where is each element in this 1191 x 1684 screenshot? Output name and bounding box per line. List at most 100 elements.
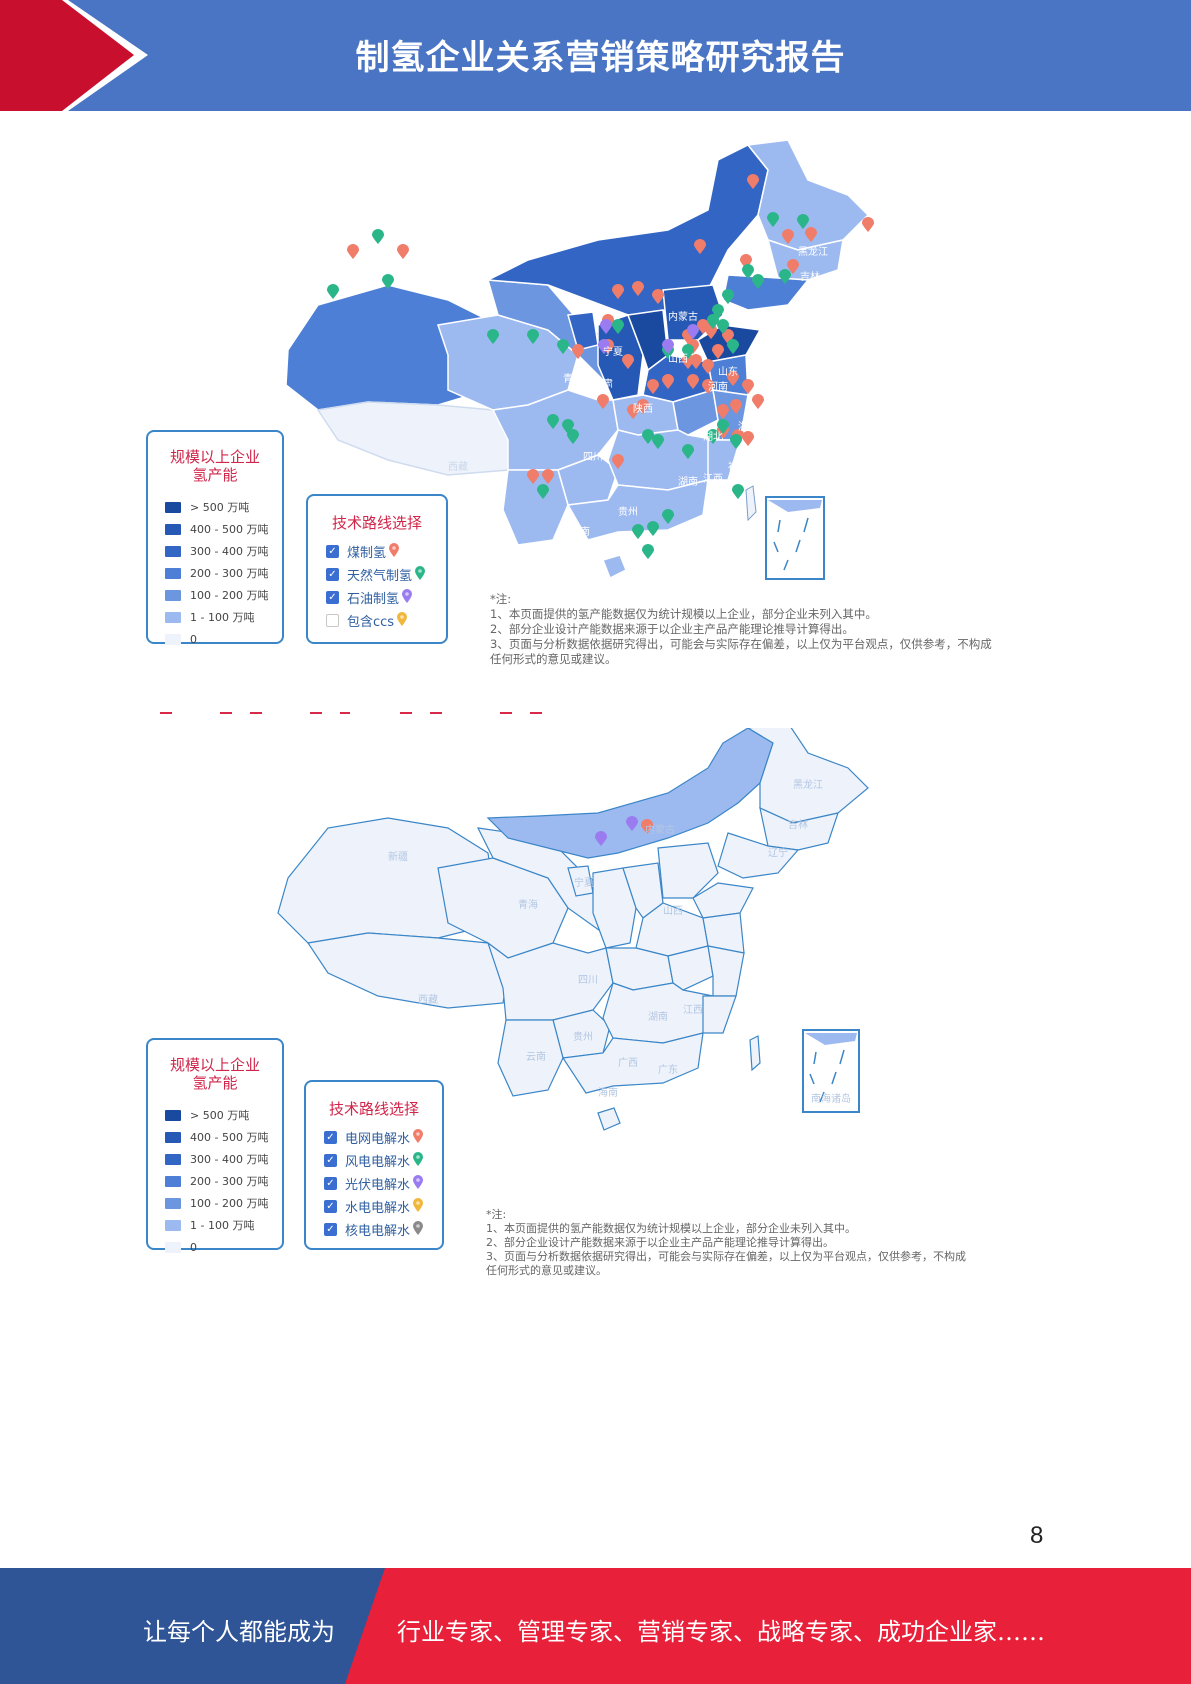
map-pin-icon[interactable]	[647, 379, 659, 394]
map-pin-icon[interactable]	[722, 289, 734, 304]
map-pin-icon[interactable]	[597, 394, 609, 409]
checkbox-checked-icon[interactable]: ✓	[324, 1177, 337, 1190]
checkbox-unchecked-icon[interactable]	[326, 614, 339, 627]
checkbox-checked-icon[interactable]: ✓	[324, 1131, 337, 1144]
capacity-scale-label: 1 - 100 万吨	[190, 611, 255, 624]
capacity-scale-label: 300 - 400 万吨	[190, 1153, 269, 1166]
map-pin-icon[interactable]	[642, 429, 654, 444]
map-pin-icon[interactable]	[797, 214, 809, 229]
map-pin-icon[interactable]	[612, 454, 624, 469]
map-pin-icon[interactable]	[787, 259, 799, 274]
map-pin-icon[interactable]	[626, 816, 638, 831]
map-pin-icon[interactable]	[712, 344, 724, 359]
note-line: *注:	[490, 592, 512, 606]
map-pin-icon[interactable]	[779, 269, 791, 284]
map-pin-icon[interactable]	[572, 344, 584, 359]
tech-route-option[interactable]: ✓ 光伏电解水	[306, 1172, 442, 1195]
tech-route-option[interactable]: 包含ccs	[308, 609, 446, 632]
map-pin-icon[interactable]	[527, 329, 539, 344]
tech-route-option[interactable]: ✓ 天然气制氢	[308, 563, 446, 586]
tech-route-option[interactable]: ✓ 水电电解水	[306, 1195, 442, 1218]
map-pin-icon[interactable]	[487, 329, 499, 344]
map-pin-icon[interactable]	[612, 284, 624, 299]
map-pin-icon[interactable]	[702, 359, 714, 374]
map-pin-icon[interactable]	[805, 227, 817, 242]
map-pin-icon[interactable]	[557, 339, 569, 354]
map-pin-icon[interactable]	[682, 354, 694, 369]
map-pin-icon[interactable]	[707, 314, 719, 329]
capacity-scale-item: 0	[148, 628, 282, 650]
capacity-scale-item: 300 - 400 万吨	[148, 1148, 282, 1170]
map-pin-icon[interactable]	[637, 399, 649, 414]
tech-route-option[interactable]: ✓ 核电电解水	[306, 1218, 442, 1241]
map-pin-icon[interactable]	[767, 212, 779, 227]
map-pin-icon[interactable]	[727, 371, 739, 386]
map-pin-icon[interactable]	[682, 444, 694, 459]
map-pin-icon[interactable]	[567, 429, 579, 444]
map-pin-icon[interactable]	[707, 429, 719, 444]
map-pin-icon[interactable]	[682, 344, 694, 359]
map-pin-icon[interactable]	[598, 339, 610, 354]
note-line: 3、页面与分析数据依据研究得出，可能会与实际存在偏差，以上仅为平台观点，仅供参考…	[490, 637, 992, 651]
map-pin-icon[interactable]	[687, 324, 699, 339]
tech-route-legend-2: 技术路线选择 ✓ 电网电解水 ✓ 风电电解水 ✓ 光伏电解水 ✓ 水电电解水 ✓ 核电电解水	[304, 1080, 444, 1250]
map-pin-icon[interactable]	[612, 319, 624, 334]
checkbox-checked-icon[interactable]: ✓	[326, 591, 339, 604]
map-pin-icon[interactable]	[702, 379, 714, 394]
map-pin-icon[interactable]	[542, 469, 554, 484]
map-pin-icon[interactable]	[627, 404, 639, 419]
map-pin-icon[interactable]	[527, 469, 539, 484]
map-pin-icon[interactable]	[372, 229, 384, 244]
checkbox-checked-icon[interactable]: ✓	[324, 1223, 337, 1236]
map-pin-icon[interactable]	[862, 217, 874, 232]
region-liaoning	[722, 274, 810, 311]
tech-route-option[interactable]: ✓ 电网电解水	[306, 1126, 442, 1149]
map-pin-icon[interactable]	[641, 819, 653, 834]
map-pin-icon[interactable]	[347, 244, 359, 259]
map-pin-icon[interactable]	[717, 404, 729, 419]
map-pin-icon	[413, 1151, 424, 1170]
map-pin-icon[interactable]	[632, 524, 644, 539]
map-pin-icon[interactable]	[622, 354, 634, 369]
map-pin-icon[interactable]	[547, 414, 559, 429]
map-pin-icon[interactable]	[652, 434, 664, 449]
map-pin-icon[interactable]	[662, 339, 674, 354]
tech-route-option[interactable]: ✓ 石油制氢	[308, 586, 446, 609]
map-pin-icon[interactable]	[647, 521, 659, 536]
map-pin-icon[interactable]	[747, 174, 759, 189]
map-pin-icon[interactable]	[752, 394, 764, 409]
map-pin-icon[interactable]	[752, 274, 764, 289]
map-pin-icon[interactable]	[652, 289, 664, 304]
checkbox-checked-icon[interactable]: ✓	[324, 1200, 337, 1213]
map-pin-icon[interactable]	[717, 419, 729, 434]
page-number: 8	[1030, 1522, 1044, 1549]
map-pin-icon[interactable]	[397, 244, 409, 259]
map-pin-icon[interactable]	[694, 239, 706, 254]
map-pin-icon[interactable]	[717, 319, 729, 334]
map-pin-icon[interactable]	[662, 509, 674, 524]
province-label: 山西	[663, 905, 683, 917]
map-pin-icon[interactable]	[730, 399, 742, 414]
map-pin-icon[interactable]	[742, 379, 754, 394]
map-pin-icon[interactable]	[662, 374, 674, 389]
map-pin-icon[interactable]	[382, 274, 394, 289]
map-pin-icon[interactable]	[595, 831, 607, 846]
map-pin-icon[interactable]	[782, 229, 794, 244]
map-pin-icon[interactable]	[327, 284, 339, 299]
map-pin-icon[interactable]	[687, 374, 699, 389]
map-pin-icon[interactable]	[600, 319, 612, 334]
map-pin-icon[interactable]	[537, 484, 549, 499]
tech-route-option[interactable]: ✓ 煤制氢	[308, 540, 446, 563]
checkbox-checked-icon[interactable]: ✓	[326, 568, 339, 581]
map-pin-icon[interactable]	[732, 484, 744, 499]
map-pin-icon[interactable]	[742, 431, 754, 446]
map-pin-icon[interactable]	[632, 281, 644, 296]
province-label: 江西	[703, 473, 723, 485]
map-pin-icon[interactable]	[730, 434, 742, 449]
map-pin-icon[interactable]	[727, 339, 739, 354]
map-pin-icon[interactable]	[642, 544, 654, 559]
checkbox-checked-icon[interactable]: ✓	[326, 545, 339, 558]
map-pin-icon[interactable]	[742, 264, 754, 279]
checkbox-checked-icon[interactable]: ✓	[324, 1154, 337, 1167]
tech-route-option[interactable]: ✓ 风电电解水	[306, 1149, 442, 1172]
